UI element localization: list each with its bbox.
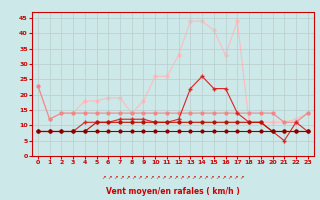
Text: ↗ ↗ ↗ ↗ ↗ ↗ ↗ ↗ ↗ ↗ ↗ ↗ ↗ ↗ ↗ ↗ ↗ ↗ ↗ ↗ ↗ ↗ ↗ ↗: ↗ ↗ ↗ ↗ ↗ ↗ ↗ ↗ ↗ ↗ ↗ ↗ ↗ ↗ ↗ ↗ ↗ ↗ ↗ ↗ …: [102, 174, 244, 180]
Text: Vent moyen/en rafales ( km/h ): Vent moyen/en rafales ( km/h ): [106, 186, 240, 196]
